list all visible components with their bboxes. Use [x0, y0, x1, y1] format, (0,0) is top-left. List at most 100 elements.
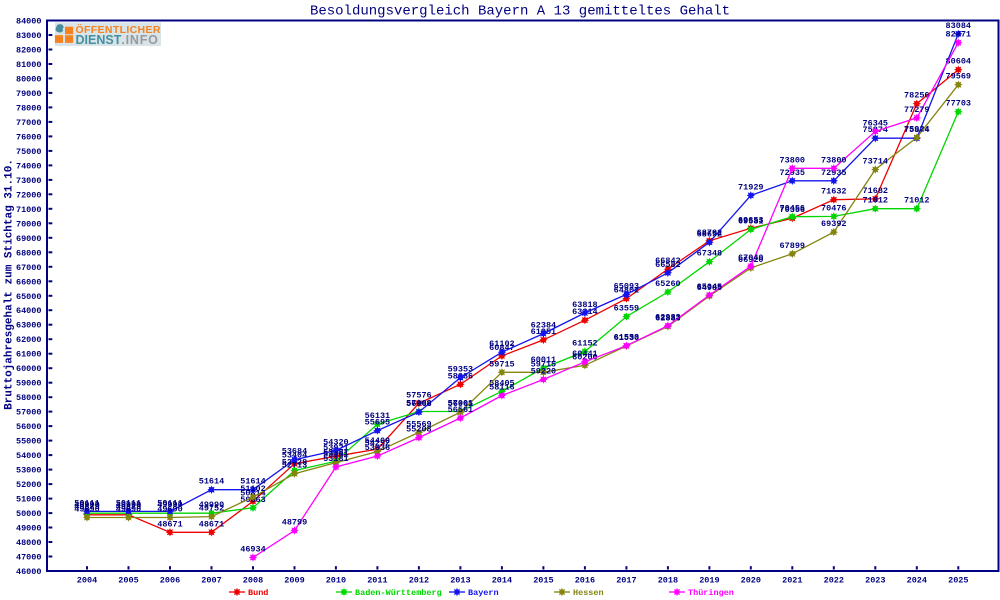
svg-text:49990: 49990 [157, 500, 183, 510]
svg-text:2015: 2015 [533, 576, 553, 586]
svg-text:73714: 73714 [863, 157, 889, 167]
svg-text:77000: 77000 [16, 118, 42, 128]
svg-text:83084: 83084 [946, 21, 972, 31]
svg-text:2012: 2012 [409, 576, 429, 586]
svg-text:63559: 63559 [614, 304, 640, 314]
svg-text:57576: 57576 [406, 390, 432, 400]
svg-text:60011: 60011 [531, 355, 557, 365]
svg-text:77703: 77703 [946, 99, 972, 109]
svg-text:49990: 49990 [74, 500, 100, 510]
svg-text:58405: 58405 [489, 378, 515, 388]
svg-text:56961: 56961 [448, 399, 474, 409]
svg-text:61553: 61553 [614, 333, 640, 343]
svg-text:72000: 72000 [16, 190, 42, 200]
svg-text:Thüringen: Thüringen [688, 588, 734, 598]
svg-text:48671: 48671 [157, 519, 183, 529]
svg-text:73800: 73800 [821, 155, 847, 165]
svg-text:55208: 55208 [406, 425, 432, 435]
svg-text:53000: 53000 [16, 466, 42, 476]
svg-text:62933: 62933 [655, 313, 681, 323]
svg-text:46000: 46000 [16, 567, 42, 577]
svg-text:49752: 49752 [199, 504, 225, 514]
svg-text:49000: 49000 [16, 524, 42, 534]
svg-text:59000: 59000 [16, 379, 42, 389]
svg-text:2005: 2005 [118, 576, 138, 586]
svg-text:2022: 2022 [824, 576, 844, 586]
svg-text:71000: 71000 [16, 205, 42, 215]
svg-text:54320: 54320 [323, 438, 349, 448]
svg-text:2016: 2016 [575, 576, 595, 586]
svg-text:56968: 56968 [406, 399, 432, 409]
svg-text:63818: 63818 [572, 300, 598, 310]
svg-text:2017: 2017 [616, 576, 636, 586]
svg-text:Besoldungsvergleich Bayern A 1: Besoldungsvergleich Bayern A 13 gemittel… [310, 4, 730, 20]
svg-text:73800: 73800 [780, 155, 806, 165]
svg-text:65093: 65093 [614, 281, 640, 291]
svg-text:50111: 50111 [116, 498, 142, 508]
svg-text:67000: 67000 [16, 263, 42, 273]
svg-text:49690: 49690 [116, 505, 142, 515]
svg-text:62883: 62883 [655, 313, 681, 323]
svg-text:62000: 62000 [16, 335, 42, 345]
svg-text:72935: 72935 [821, 168, 847, 178]
svg-text:53684: 53684 [282, 447, 308, 457]
svg-text:74000: 74000 [16, 161, 42, 171]
svg-text:2024: 2024 [907, 576, 927, 586]
svg-text:2020: 2020 [741, 576, 761, 586]
svg-text:51614: 51614 [240, 477, 266, 487]
svg-text:78256: 78256 [904, 91, 930, 101]
svg-text:55569: 55569 [406, 419, 432, 429]
svg-text:Bund: Bund [248, 588, 268, 598]
svg-text:2025: 2025 [948, 576, 968, 586]
svg-text:Bayern: Bayern [468, 588, 499, 598]
svg-text:59220: 59220 [531, 367, 557, 377]
svg-text:76000: 76000 [16, 132, 42, 142]
svg-text:2007: 2007 [201, 576, 221, 586]
svg-text:52713: 52713 [282, 461, 308, 471]
svg-text:65260: 65260 [655, 279, 681, 289]
svg-text:55695: 55695 [365, 418, 391, 428]
svg-text:48671: 48671 [199, 519, 225, 529]
svg-text:2014: 2014 [492, 576, 512, 586]
svg-text:69000: 69000 [16, 234, 42, 244]
svg-text:2010: 2010 [326, 576, 346, 586]
svg-text:50000: 50000 [16, 509, 42, 519]
svg-text:81000: 81000 [16, 60, 42, 70]
svg-text:71632: 71632 [821, 187, 847, 197]
svg-text:47000: 47000 [16, 553, 42, 563]
svg-text:53181: 53181 [323, 454, 349, 464]
svg-text:65000: 65000 [16, 292, 42, 302]
svg-text:75924: 75924 [904, 125, 930, 135]
svg-text:58116: 58116 [489, 383, 515, 393]
svg-text:71682: 71682 [863, 186, 889, 196]
svg-text:64985: 64985 [697, 283, 723, 293]
svg-text:49690: 49690 [157, 505, 183, 515]
svg-text:54252: 54252 [365, 439, 391, 449]
svg-text:ÖFFENTLICHER: ÖFFENTLICHER [76, 23, 161, 36]
svg-text:78000: 78000 [16, 103, 42, 113]
svg-text:53936: 53936 [365, 443, 391, 453]
svg-text:69653: 69653 [738, 215, 764, 225]
svg-text:2021: 2021 [782, 576, 802, 586]
svg-text:61152: 61152 [572, 339, 598, 349]
svg-text:49990: 49990 [116, 500, 142, 510]
svg-text:Hessen: Hessen [573, 588, 604, 598]
svg-text:51000: 51000 [16, 495, 42, 505]
svg-text:59353: 59353 [448, 365, 474, 375]
svg-text:52000: 52000 [16, 480, 42, 490]
svg-text:83000: 83000 [16, 31, 42, 41]
svg-text:70456: 70456 [780, 204, 806, 214]
svg-text:71929: 71929 [738, 182, 764, 192]
svg-text:49879: 49879 [74, 502, 100, 512]
svg-text:61530: 61530 [614, 333, 640, 343]
svg-text:66920: 66920 [738, 255, 764, 265]
svg-text:2023: 2023 [865, 576, 885, 586]
svg-text:60200: 60200 [572, 352, 598, 362]
svg-text:68692: 68692 [697, 229, 723, 239]
svg-text:53481: 53481 [323, 450, 349, 460]
svg-text:73000: 73000 [16, 176, 42, 186]
svg-text:49690: 49690 [74, 505, 100, 515]
svg-text:70000: 70000 [16, 219, 42, 229]
svg-text:67899: 67899 [780, 241, 806, 251]
svg-text:68792: 68792 [697, 228, 723, 238]
